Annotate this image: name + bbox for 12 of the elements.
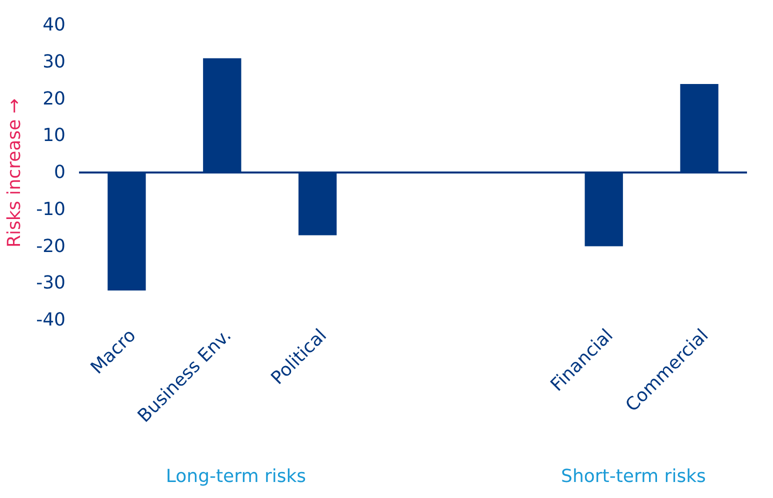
y-tick-label: 0 bbox=[54, 162, 66, 183]
y-tick-label: -40 bbox=[36, 310, 66, 330]
text: Long-term risks bbox=[166, 466, 306, 487]
y-tick-label: -30 bbox=[36, 272, 66, 294]
y-tick-label: -10 bbox=[36, 198, 66, 220]
text: Short-term risks bbox=[561, 466, 706, 487]
y-tick-label: 10 bbox=[42, 125, 66, 146]
y-tick-label: 20 bbox=[42, 88, 66, 110]
y-tick-label: 40 bbox=[42, 14, 66, 36]
y-tick-label: -20 bbox=[36, 236, 66, 257]
y-tick-label: 30 bbox=[42, 51, 66, 72]
y-axis-title: Risks increase → bbox=[4, 98, 26, 248]
